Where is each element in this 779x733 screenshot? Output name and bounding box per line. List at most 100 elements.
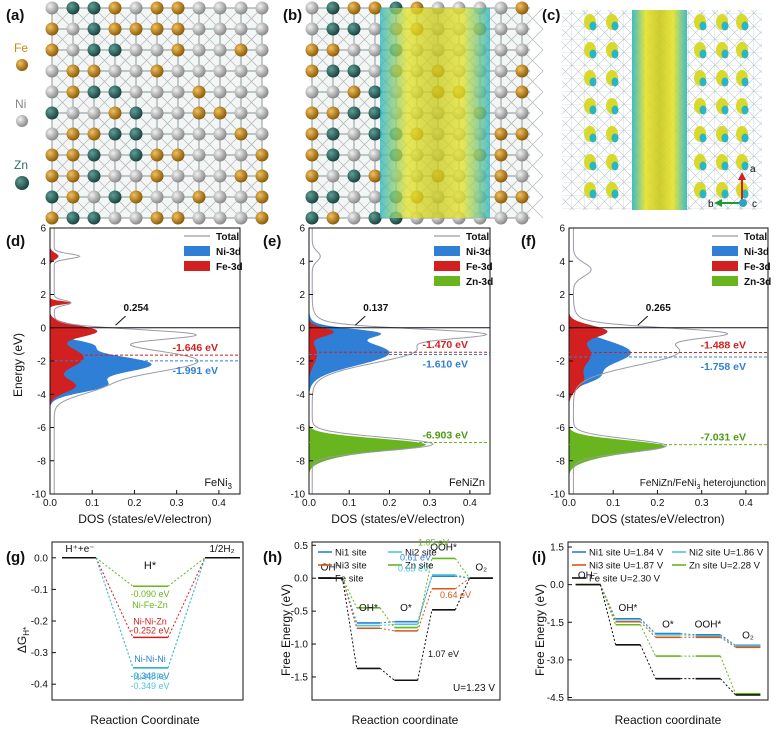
panel-a-letter: (a) [6,7,24,24]
legend-swatch [434,246,460,256]
atom [213,190,227,204]
charge-lobe [611,105,619,115]
connector-line [379,627,395,632]
atom [213,1,227,15]
charge-lobe [741,105,749,115]
y-tick-label: 1.5 [550,543,564,554]
atom [494,169,508,183]
reaction-coordinate-label: Reaction coordinate [615,713,722,727]
state-label: O₂ [475,562,487,573]
atom [515,127,529,141]
connector-line [680,634,696,637]
panel-f-letter: (f) [521,233,536,250]
atom [192,169,206,183]
reaction-coordinate-label: Reaction Coordinate [90,713,200,727]
panel-e-letter: (e) [263,233,281,250]
atom [515,1,529,15]
y-tick-label: -8 [296,456,305,467]
structure-a-image [45,1,269,225]
atom [192,1,206,15]
x-tick-label: 0.1 [606,498,620,509]
atom [150,148,164,162]
axis-c-label: c [752,199,757,210]
y-tick-label: 0.0 [34,553,48,564]
atom [255,148,269,162]
atom [150,1,164,15]
x-tick-label: 0.3 [423,498,437,509]
dbc-arrow [637,315,649,326]
connector-line [379,607,395,628]
charge-lobe [721,133,729,143]
plot-frame [311,541,501,701]
fe-atom-icon [16,59,28,71]
connector-line [599,584,617,622]
legend-swatch [184,261,210,271]
x-tick-label: 0.4 [463,498,477,509]
state-label-initial: H⁺+e⁻ [65,544,94,555]
panel-i-letter: (i) [532,549,546,566]
legend-label: Fe-3d [466,262,493,273]
atom [129,169,143,183]
atom [494,85,508,99]
state-label: O* [400,603,412,614]
y-tick-label: 0.5 [294,541,308,552]
atom [368,85,382,99]
legend-label: Zn-3d [744,277,771,288]
legend-label: Ni3 site [335,561,367,572]
legend-label: Ni1 site [335,548,367,559]
atom [515,211,529,225]
atom [347,190,361,204]
x-tick-label: 0.2 [650,498,664,509]
legend-label: Ni2 site U=1.86 V [689,548,764,559]
y-tick-label: 0.0 [550,580,564,591]
atom [255,43,269,57]
atom [255,1,269,15]
x-tick-label: 0.3 [170,498,184,509]
atom [171,148,185,162]
connector-line [720,635,736,647]
y-tick-label: -4.5 [547,693,565,704]
atom [129,1,143,15]
atom [515,43,529,57]
atom [45,148,59,162]
state-label-final: 1/2H₂ [209,544,234,555]
atom [87,85,101,99]
atom [108,169,122,183]
state-label-h-star: H* [144,560,157,572]
atom [108,211,122,225]
atom [171,22,185,36]
delta-g-value-label: -0.348 eV [130,671,169,681]
connector-line [455,574,470,579]
legend-label: Ni3 site U=1.87 V [589,561,664,572]
atom [192,190,206,204]
atom [213,85,227,99]
dbc2-label: -1.991 eV [172,365,218,377]
charge-lobe [611,49,619,59]
y-tick-label: 2 [559,290,565,301]
atom [368,22,382,36]
charge-lobe [589,21,597,31]
legend-label: Ni2 site [405,548,437,559]
atom [494,64,508,78]
atom [66,22,80,36]
ni-3d-area [569,228,631,494]
atom [347,85,361,99]
atom [494,148,508,162]
dos-title: FeNi3 [204,477,232,491]
atom [108,190,122,204]
charge-lobe [589,133,597,143]
dbc1-label: -1.488 eV [700,339,746,351]
atom [108,85,122,99]
atom [45,85,59,99]
connector-line [599,584,617,625]
atom [305,148,319,162]
reaction-coordinate-label: Reaction coordinate [352,713,459,727]
atom [494,190,508,204]
charge-lobe [699,133,707,143]
charge-lobe [611,133,619,143]
atom [234,106,248,120]
y-tick-label: 2 [299,290,305,301]
panel-h-letter: (h) [263,549,282,566]
connector-line [720,636,736,648]
legend-swatch [712,246,738,256]
